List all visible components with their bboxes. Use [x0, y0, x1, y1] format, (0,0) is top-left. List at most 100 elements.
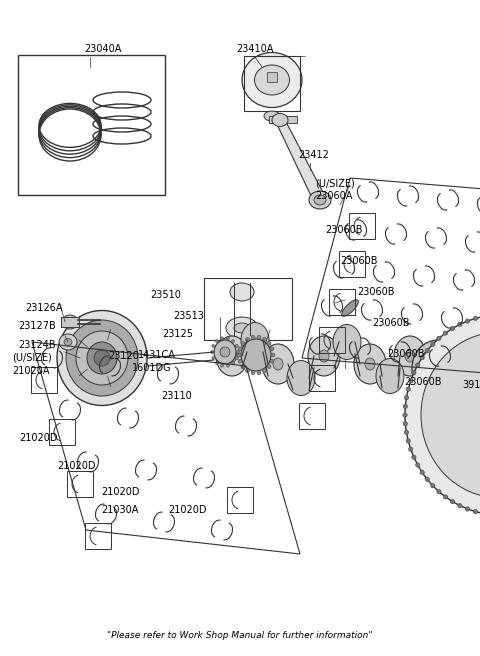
Circle shape — [447, 378, 453, 384]
Circle shape — [412, 455, 416, 459]
Text: 21020A: 21020A — [12, 366, 49, 376]
Text: 23124B: 23124B — [18, 340, 56, 350]
Text: 1431CA: 1431CA — [138, 350, 176, 360]
Circle shape — [457, 322, 462, 327]
Bar — [339, 251, 365, 277]
Circle shape — [425, 348, 430, 353]
Circle shape — [465, 319, 470, 323]
Circle shape — [450, 326, 455, 331]
Circle shape — [431, 483, 435, 488]
Ellipse shape — [241, 339, 271, 371]
Text: 23060B: 23060B — [372, 318, 409, 328]
Circle shape — [418, 365, 424, 371]
Ellipse shape — [62, 315, 78, 329]
Circle shape — [437, 336, 441, 340]
Circle shape — [447, 352, 453, 358]
Text: 23513: 23513 — [173, 311, 204, 321]
Circle shape — [435, 383, 441, 389]
Circle shape — [412, 371, 416, 375]
Bar — [18, 55, 165, 195]
Bar — [85, 523, 111, 549]
Text: 23060B: 23060B — [387, 349, 424, 359]
Ellipse shape — [376, 358, 404, 394]
Circle shape — [406, 439, 410, 443]
Circle shape — [423, 352, 429, 358]
Circle shape — [232, 340, 235, 342]
Circle shape — [212, 357, 215, 359]
Text: 23110: 23110 — [161, 391, 192, 401]
Text: 23060B: 23060B — [325, 225, 362, 235]
Circle shape — [245, 337, 250, 341]
Bar — [61, 317, 79, 327]
Circle shape — [211, 350, 214, 354]
Ellipse shape — [264, 111, 280, 121]
Ellipse shape — [57, 310, 147, 405]
Circle shape — [420, 356, 424, 360]
Text: 39190A: 39190A — [462, 380, 480, 390]
Circle shape — [221, 337, 224, 340]
Circle shape — [404, 396, 408, 400]
Circle shape — [444, 331, 448, 335]
Text: 23510: 23510 — [150, 290, 181, 300]
Ellipse shape — [405, 350, 415, 362]
Text: 1601DG: 1601DG — [132, 363, 172, 373]
Circle shape — [435, 347, 441, 353]
Circle shape — [416, 462, 420, 467]
Text: 23125: 23125 — [162, 329, 193, 339]
Ellipse shape — [59, 334, 77, 350]
Circle shape — [232, 361, 235, 365]
Circle shape — [406, 387, 410, 392]
Circle shape — [241, 365, 245, 369]
Ellipse shape — [394, 336, 426, 376]
Text: 23127B: 23127B — [18, 321, 56, 331]
Text: 21020D: 21020D — [57, 461, 96, 471]
Circle shape — [241, 341, 245, 346]
Circle shape — [235, 357, 238, 359]
Ellipse shape — [308, 336, 340, 376]
Bar — [269, 116, 297, 123]
Circle shape — [473, 510, 478, 514]
Circle shape — [227, 364, 229, 367]
Circle shape — [238, 359, 242, 363]
Ellipse shape — [226, 317, 258, 339]
Circle shape — [263, 369, 266, 373]
Ellipse shape — [241, 323, 269, 358]
Text: 23120: 23120 — [108, 351, 139, 361]
Circle shape — [431, 342, 435, 346]
Circle shape — [212, 344, 215, 348]
Circle shape — [270, 359, 274, 363]
Text: "Please refer to Work Shop Manual for further information": "Please refer to Work Shop Manual for fu… — [107, 630, 373, 640]
Ellipse shape — [272, 113, 288, 127]
Circle shape — [221, 364, 224, 367]
Ellipse shape — [309, 191, 331, 209]
Ellipse shape — [64, 338, 72, 346]
Ellipse shape — [227, 350, 237, 362]
Bar — [204, 278, 292, 340]
Ellipse shape — [214, 340, 236, 364]
Text: 23040A: 23040A — [84, 44, 122, 54]
Circle shape — [444, 495, 448, 499]
Ellipse shape — [319, 350, 329, 362]
Circle shape — [270, 347, 274, 351]
Bar — [299, 403, 325, 429]
Bar — [61, 317, 79, 327]
Ellipse shape — [365, 358, 375, 370]
Ellipse shape — [405, 315, 480, 515]
Text: 23060B: 23060B — [404, 377, 442, 387]
Bar — [267, 72, 277, 82]
Ellipse shape — [342, 300, 358, 316]
Circle shape — [227, 337, 229, 340]
Circle shape — [267, 341, 271, 346]
Circle shape — [263, 337, 266, 341]
Circle shape — [452, 365, 458, 371]
Ellipse shape — [76, 331, 128, 385]
Bar — [61, 317, 79, 327]
Ellipse shape — [254, 65, 289, 95]
Bar — [349, 213, 375, 239]
Ellipse shape — [273, 358, 283, 370]
Circle shape — [423, 378, 429, 384]
Bar — [67, 471, 93, 497]
Bar — [61, 317, 79, 327]
Bar — [319, 327, 345, 353]
Circle shape — [251, 335, 255, 339]
